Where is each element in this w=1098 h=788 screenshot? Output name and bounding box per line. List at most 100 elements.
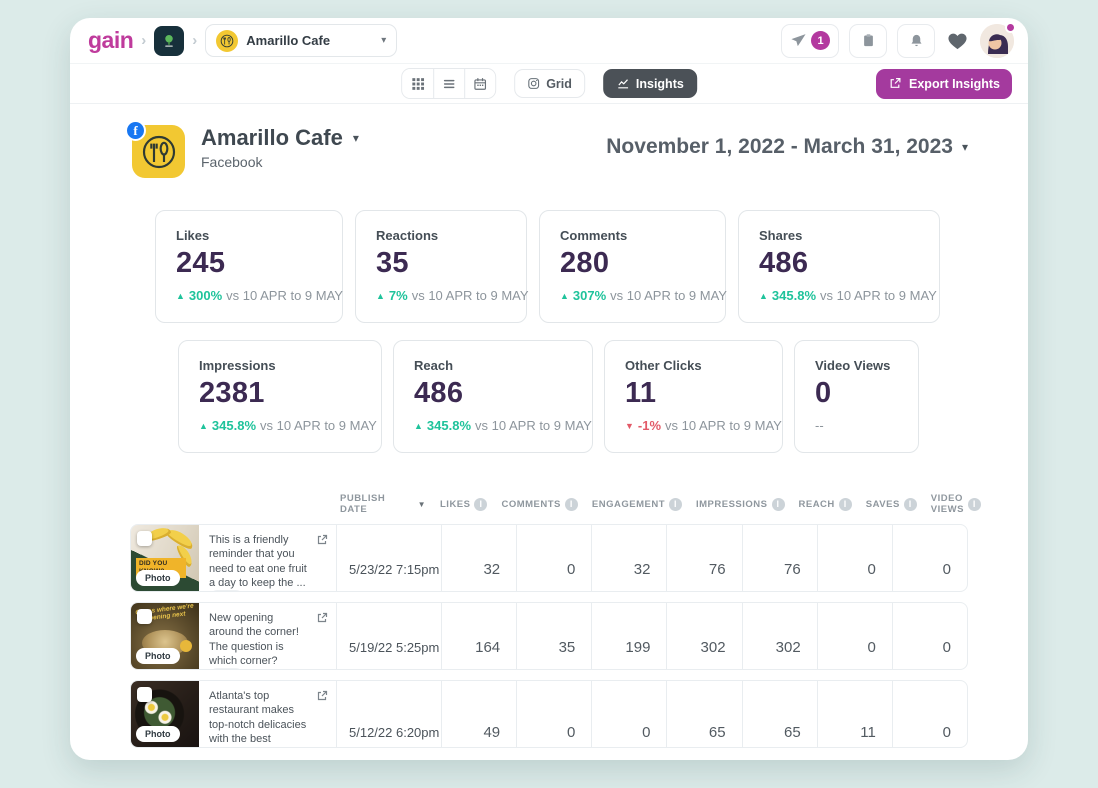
likes-cell: 164 — [441, 603, 516, 669]
media-type-badge: Photo — [136, 726, 180, 742]
stat-compare: vs 10 APR to 9 MAY — [610, 288, 727, 303]
external-link-icon[interactable] — [316, 690, 328, 702]
grid-layout-icon — [411, 77, 424, 90]
comments-cell: 0 — [516, 681, 591, 747]
grid-view-label: Grid — [546, 76, 572, 91]
stat-delta: 345.8% — [426, 418, 472, 433]
date-range-picker[interactable]: November 1, 2022 - March 31, 2023 ▾ — [606, 135, 968, 159]
chevron-down-icon: ▾ — [352, 131, 359, 145]
column-header-reach[interactable]: Reach i — [799, 497, 866, 511]
info-icon[interactable]: i — [838, 497, 852, 511]
row-checkbox[interactable] — [137, 531, 152, 546]
messages-button[interactable]: 1 — [781, 23, 839, 58]
reach-cell: 65 — [741, 681, 817, 747]
stat-card-comments: Comments 280 ▲ 307% vs 10 APR to 9 MAY — [539, 210, 727, 323]
messages-badge: 1 — [811, 31, 830, 50]
column-header-video-views[interactable]: Video Views i — [931, 493, 995, 515]
engagement-cell: 32 — [591, 525, 666, 591]
topbar-actions: 1 — [781, 21, 1016, 58]
stat-card-reach: Reach 486 ▲ 345.8% vs 10 APR to 9 MAY — [393, 340, 593, 453]
stat-label: Shares — [759, 228, 803, 243]
info-icon[interactable]: i — [669, 497, 682, 511]
grid-view-icon — [528, 78, 540, 89]
profile-switcher[interactable]: Amarillo Cafe ▾ — [201, 125, 359, 151]
post-caption: New opening around the corner! The quest… — [209, 612, 299, 667]
post-media-cell: Guess where we're opening next Photo New… — [131, 603, 336, 669]
stat-compare: -- — [815, 418, 824, 433]
stat-delta: -1% — [637, 418, 662, 433]
reach-cell: 76 — [741, 525, 817, 591]
online-status-dot — [1005, 21, 1016, 33]
info-icon[interactable]: i — [564, 497, 578, 511]
likes-cell: 32 — [441, 525, 516, 591]
post-media-cell: Photo Atlanta's top restaurant makes top… — [131, 681, 336, 747]
stat-label: Impressions — [199, 358, 276, 373]
table-header-row: Publish Date ▼ Likes i Comments i Engageme… — [130, 493, 981, 524]
column-header-publish-date[interactable]: Publish Date ▼ — [340, 493, 426, 515]
table-row[interactable]: Photo Atlanta's top restaurant makes top… — [130, 680, 968, 748]
column-header-impressions[interactable]: Impressions i — [696, 497, 799, 511]
stat-label: Likes — [176, 228, 210, 243]
column-header-engagement[interactable]: Engagement i — [592, 497, 696, 511]
tag-count-pill[interactable]: 3 — [209, 668, 244, 669]
info-icon[interactable]: i — [771, 497, 785, 511]
row-checkbox[interactable] — [137, 687, 152, 702]
clipboard-button[interactable] — [849, 23, 887, 58]
video-views-cell: 0 — [891, 525, 967, 591]
network-label: Facebook — [201, 154, 263, 170]
stat-label: Other Clicks — [625, 358, 702, 373]
account-selector[interactable]: Amarillo Cafe ▾ — [205, 24, 398, 57]
list-layout-button[interactable] — [433, 69, 465, 98]
insights-view-button[interactable]: Insights — [602, 69, 697, 98]
stat-label: Comments — [560, 228, 628, 243]
bell-icon — [911, 34, 921, 47]
info-icon[interactable]: i — [967, 497, 981, 511]
row-checkbox[interactable] — [137, 609, 152, 624]
stat-cards-row-1: Likes 245 ▲ 300% vs 10 APR to 9 MAY Reacti… — [155, 210, 1028, 323]
export-insights-label: Export Insights — [909, 76, 1000, 91]
profile-avatar[interactable]: f — [125, 120, 185, 178]
column-header-likes[interactable]: Likes i — [440, 497, 501, 511]
table-row[interactable]: Did you know? Photo This is a friendly r… — [130, 524, 968, 592]
column-header-comments[interactable]: Comments i — [501, 497, 591, 511]
column-header-saves[interactable]: Saves i — [866, 497, 931, 511]
impressions-cell: 65 — [666, 681, 741, 747]
workspace-avatar[interactable] — [154, 25, 185, 56]
user-avatar[interactable] — [980, 21, 1016, 58]
insights-view-label: Insights — [635, 76, 684, 91]
external-link-icon[interactable] — [316, 612, 328, 624]
stat-delta: 345.8% — [211, 418, 257, 433]
media-type-badge: Photo — [136, 570, 180, 586]
info-icon[interactable]: i — [903, 497, 917, 511]
notifications-button[interactable] — [897, 23, 935, 58]
view-switcher: Grid Insights — [401, 68, 697, 99]
calendar-layout-button[interactable] — [464, 69, 496, 98]
favorites-button[interactable] — [945, 31, 970, 50]
stat-card-impressions: Impressions 2381 ▲ 345.8% vs 10 APR to 9 M… — [178, 340, 382, 453]
list-layout-icon — [443, 79, 455, 88]
post-caption: Atlanta's top restaurant makes top-notch… — [209, 690, 307, 745]
impressions-cell: 76 — [666, 525, 741, 591]
stat-value: 11 — [625, 377, 657, 409]
table-row[interactable]: Guess where we're opening next Photo New… — [130, 602, 968, 670]
date-range-label: November 1, 2022 - March 31, 2023 — [606, 135, 953, 158]
export-insights-button[interactable]: Export Insights — [876, 68, 1012, 99]
stat-compare: vs 10 APR to 9 MAY — [665, 418, 782, 433]
saves-cell: 11 — [816, 681, 892, 747]
trend-up-icon: ▲ — [414, 420, 423, 431]
tag-count-pill[interactable]: 1 — [209, 590, 244, 591]
layout-segmented-control — [401, 68, 497, 99]
account-name: Amarillo Cafe — [246, 33, 331, 48]
stat-value: 0 — [815, 377, 832, 409]
restaurant-icon — [216, 29, 239, 52]
impressions-cell: 302 — [666, 603, 741, 669]
grid-layout-button[interactable] — [402, 69, 434, 98]
grid-view-button[interactable]: Grid — [514, 69, 585, 98]
stat-delta: 345.8% — [771, 288, 817, 303]
trend-up-icon: ▲ — [376, 290, 385, 301]
external-link-icon[interactable] — [316, 534, 328, 546]
stat-value: 280 — [560, 247, 610, 279]
info-icon[interactable]: i — [474, 497, 488, 511]
publish-date-cell: 5/23/22 7:15pm — [336, 525, 441, 591]
trend-up-icon: ▲ — [199, 420, 208, 431]
